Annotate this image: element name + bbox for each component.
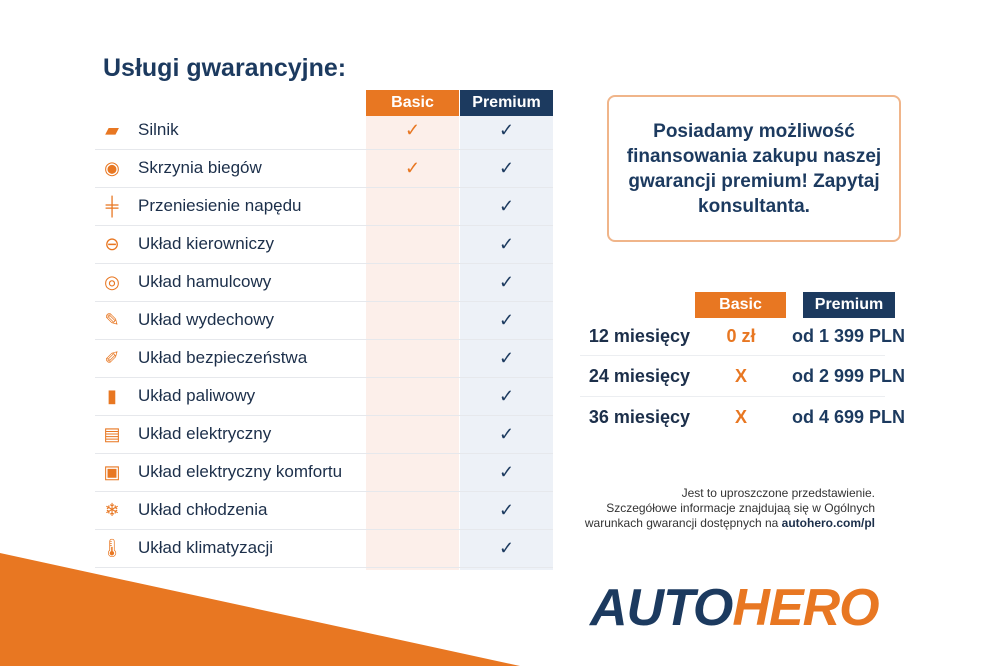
table-row: ╪ Przeniesienie napędu ✓ [95,188,553,226]
logo-hero: HERO [732,579,879,637]
row-label: Układ wydechowy [138,310,275,330]
pricing-premium-header: Premium [803,292,895,318]
battery-icon: ▤ [103,423,121,444]
logo-auto: AUTO [590,579,733,637]
premium-header: Premium [460,90,553,116]
basic-price: X [734,366,747,386]
premium-price: od 1 399 PLN [791,325,905,346]
row-label: Układ kierowniczy [138,234,275,254]
pricing-row: 12 miesięcy 0 zł od 1 399 PLN [580,316,905,356]
row-label: Układ chłodzenia [138,500,268,520]
table-row: 🌡 Układ klimatyzacji ✓ [95,530,553,568]
table-row: ◎ Układ hamulcowy ✓ [95,264,553,302]
table-row: ▣ Układ elektryczny komfortu ✓ [95,454,553,492]
page-title: Usługi gwarancyjne: [103,54,347,82]
premium-check: ✓ [498,157,515,178]
row-label: Przeniesienie napędu [138,196,302,216]
premium-check: ✓ [498,347,515,368]
row-label: Układ paliwowy [138,386,256,406]
duration: 12 miesięcy [588,325,690,346]
row-label: Skrzynia biegów [138,158,262,178]
premium-check: ✓ [498,423,515,444]
steering-wheel-icon: ⊖ [104,233,120,254]
brake-disc-icon: ◎ [104,271,120,292]
table-row: ❄ Układ chłodzenia ✓ [95,492,553,530]
premium-check: ✓ [498,537,515,558]
premium-check: ✓ [498,461,515,482]
premium-check: ✓ [498,119,515,140]
note-line: Szczegółowe informacje znajdujaą się w O… [606,501,875,515]
premium-check: ✓ [498,195,515,216]
row-label: Silnik [138,120,179,140]
note-line: Jest to uproszczone przedstawienie. [681,486,875,500]
table-row: ◉ Skrzynia biegów ✓ ✓ [95,150,553,188]
row-label: Układ elektryczny komfortu [138,462,343,482]
exhaust-icon: ✎ [104,309,120,330]
premium-check: ✓ [498,271,515,292]
premium-check: ✓ [498,499,515,520]
premium-price: od 4 699 PLN [791,406,905,427]
disclaimer-note: Jest to uproszczone przedstawienie. Szcz… [560,486,875,531]
premium-check: ✓ [498,385,515,406]
pricing-basic-header: Basic [695,292,786,318]
fuel-pump-icon: ▮ [107,385,117,406]
thermometer-icon: 🌡 [100,537,124,558]
airbag-icon: ✐ [104,347,120,368]
row-label: Układ elektryczny [138,424,272,444]
gearbox-icon: ◉ [104,157,120,178]
autohero-logo: AUTOHERO [590,578,880,638]
basic-column-bg [366,90,459,570]
duration: 36 miesięcy [588,406,690,427]
table-row: ▮ Układ paliwowy ✓ [95,378,553,416]
table-row: ✐ Układ bezpieczeństwa ✓ [95,340,553,378]
basic-price: 0 zł [726,325,756,346]
premium-check: ✓ [498,309,515,330]
pricing-row: 24 miesięcy X od 2 999 PLN [580,357,905,397]
basic-check: ✓ [404,157,421,178]
basic-price: X [734,406,747,427]
snowflake-icon: ❄ [104,499,120,520]
engine-icon: ▰ [105,119,119,140]
row-label: Układ bezpieczeństwa [138,348,308,368]
row-label: Układ hamulcowy [138,272,272,292]
chip-icon: ▣ [103,461,121,482]
table-row: ▤ Układ elektryczny ✓ [95,416,553,454]
financing-promo-box: Posiadamy możliwość finansowania zakupu … [607,95,901,242]
table-row: ✎ Układ wydechowy ✓ [95,302,553,340]
basic-header: Basic [366,90,459,116]
premium-price: od 2 999 PLN [791,366,905,386]
note-line: warunkach gwarancji dostępnych na [584,516,782,530]
table-row: ⊖ Układ kierowniczy ✓ [95,226,553,264]
row-label: Układ klimatyzacji [138,538,274,558]
duration: 24 miesięcy [588,366,690,386]
pricing-row: 36 miesięcy X od 4 699 PLN [580,397,905,437]
table-row: ▰ Silnik ✓ ✓ [95,112,553,150]
premium-column-bg [460,90,553,570]
drivetrain-icon: ╪ [105,195,119,216]
basic-check: ✓ [404,119,421,140]
autohero-link[interactable]: autohero.com/pl [781,516,875,530]
premium-check: ✓ [498,233,515,254]
